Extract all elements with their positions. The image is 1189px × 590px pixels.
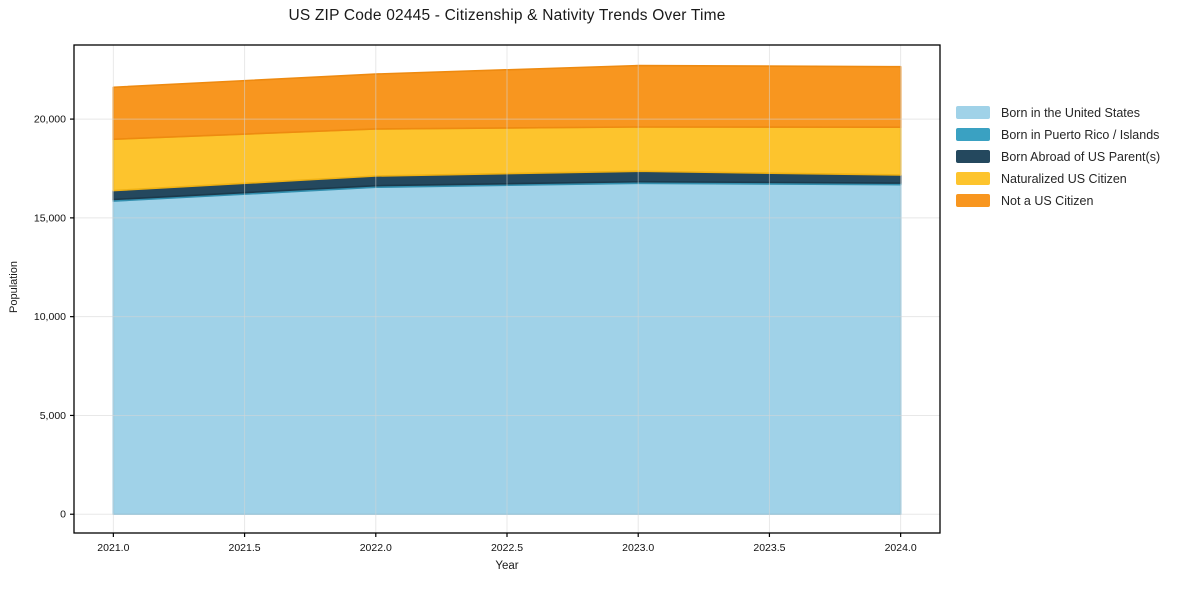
legend-label: Born in Puerto Rico / Islands — [1001, 127, 1160, 142]
legend-swatch-2 — [956, 150, 990, 163]
legend-item: Naturalized US Citizen — [956, 171, 1160, 186]
x-tick-label: 2022.5 — [491, 542, 523, 554]
x-tick-label: 2021.5 — [229, 542, 261, 554]
legend-label: Born in the United States — [1001, 105, 1140, 120]
legend-item: Not a US Citizen — [956, 193, 1160, 208]
legend-swatch-0 — [956, 106, 990, 119]
legend: Born in the United States Born in Puerto … — [956, 106, 1160, 216]
legend-item: Born in the United States — [956, 105, 1160, 120]
y-tick-label: 20,000 — [34, 114, 66, 126]
legend-item: Born Abroad of US Parent(s) — [956, 149, 1161, 164]
x-axis-label: Year — [495, 560, 519, 572]
y-tick-label: 15,000 — [34, 212, 66, 224]
legend-label: Not a US Citizen — [1001, 193, 1094, 208]
legend-swatch-4 — [956, 194, 990, 207]
x-tick-label: 2024.0 — [885, 542, 917, 554]
legend-swatch-1 — [956, 128, 990, 141]
x-tick-label: 2021.0 — [97, 542, 129, 554]
chart-title: US ZIP Code 02445 - Citizenship & Nativi… — [288, 7, 726, 24]
legend-swatch-3 — [956, 172, 990, 185]
x-tick-label: 2023.5 — [753, 542, 785, 554]
y-tick-label: 0 — [60, 509, 66, 521]
y-tick-label: 5,000 — [40, 410, 66, 422]
x-tick-label: 2022.0 — [360, 542, 392, 554]
legend-label: Naturalized US Citizen — [1001, 171, 1127, 186]
x-tick-label: 2023.0 — [622, 542, 654, 554]
y-tick-label: 10,000 — [34, 311, 66, 323]
legend-item: Born in Puerto Rico / Islands — [956, 127, 1160, 142]
legend-label: Born Abroad of US Parent(s) — [1001, 149, 1161, 164]
